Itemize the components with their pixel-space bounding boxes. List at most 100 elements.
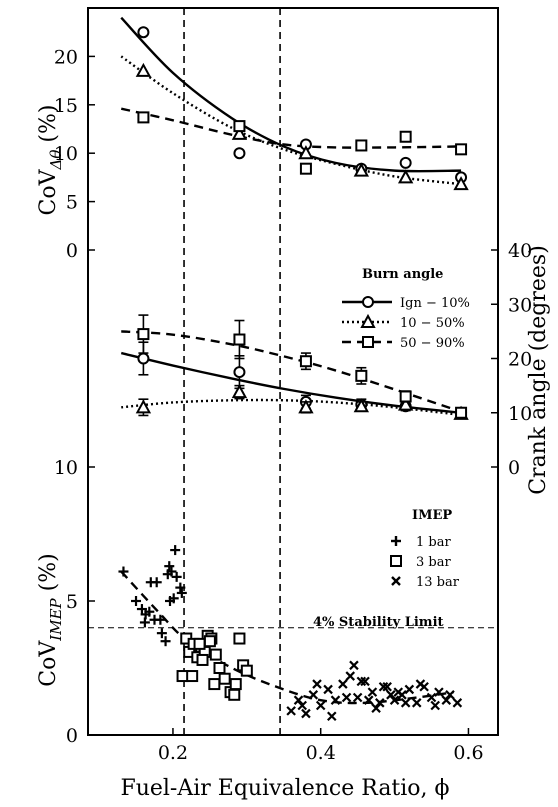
point-imep-x	[411, 698, 422, 708]
fit-curves	[120, 16, 462, 705]
point-imep-plus	[144, 606, 155, 617]
point-imep-x	[386, 690, 396, 700]
point-imep-x	[434, 687, 444, 697]
legend-marker-circle	[362, 296, 374, 308]
fit-imep	[120, 570, 454, 705]
legend-title-burn-angle: Burn angle	[362, 267, 443, 282]
point-imep-plus	[151, 577, 162, 588]
point-imep-plus	[156, 628, 167, 639]
top-ylabel: CoVΔθ (%)	[36, 105, 65, 216]
legend-marker-plus	[391, 536, 401, 546]
point-imep-square	[209, 648, 222, 661]
point-mid-late	[137, 328, 150, 341]
point-imep-plus	[139, 617, 150, 628]
legend-marker-x	[391, 576, 401, 586]
point-imep-plus	[170, 545, 181, 556]
point-top-mid	[231, 125, 248, 140]
y-tick-right-label: 20	[508, 349, 532, 371]
point-imep-x	[441, 695, 452, 705]
plot-border	[87, 7, 499, 736]
legend-label-ign: Ign − 10%	[400, 296, 470, 311]
point-imep-square	[193, 637, 206, 650]
point-imep-x	[415, 679, 426, 689]
stability-limit-label: 4% Stability Limit	[313, 615, 444, 630]
point-top-ign	[233, 147, 246, 160]
y-tick-label: 5	[66, 591, 78, 613]
legend-title-imep: IMEP	[412, 508, 452, 523]
point-imep-x	[367, 687, 378, 697]
point-top-mid	[135, 62, 152, 77]
svg-text:CoVIMEP (%): CoVIMEP (%)	[36, 553, 65, 686]
point-top-late	[137, 111, 150, 124]
svg-text:CoVΔθ (%): CoVΔθ (%)	[36, 105, 65, 216]
point-imep-x	[371, 703, 381, 713]
y-tick-right-label: 30	[508, 294, 532, 316]
point-imep-x	[286, 706, 296, 716]
point-imep-x	[404, 684, 415, 695]
point-mid-late	[455, 406, 468, 419]
point-mid-ign	[137, 352, 150, 365]
axis-ticks: 0.2 0.4 0.6 0 5 10 15 20 0 10 20 30 40 0 5 10	[54, 46, 532, 764]
point-top-ign	[137, 26, 150, 39]
bottom-ylabel-unit: (%)	[36, 553, 61, 591]
bottom-ylabel-main: CoV	[36, 640, 61, 687]
point-mid-ign	[233, 366, 246, 379]
fit-top-late	[120, 107, 462, 149]
point-top-late	[399, 130, 412, 143]
point-imep-x	[315, 700, 326, 711]
point-imep-x	[301, 708, 311, 719]
legend-label-mid: 10 − 50%	[400, 316, 465, 331]
point-mid-late	[355, 369, 368, 382]
point-imep-x	[345, 671, 356, 681]
point-top-mid	[298, 145, 314, 160]
point-imep-plus	[171, 571, 182, 582]
point-imep-square	[208, 678, 221, 691]
data-markers	[118, 26, 469, 722]
point-imep-square	[240, 664, 253, 677]
point-top-late	[299, 162, 312, 175]
point-top-late	[355, 139, 368, 152]
point-imep-x	[349, 660, 359, 671]
y-tick-label: 0	[66, 240, 78, 262]
point-imep-x	[382, 681, 392, 692]
point-imep-x	[312, 679, 322, 689]
y-tick-label: 5	[66, 192, 78, 214]
point-imep-plus	[164, 561, 175, 572]
point-imep-x	[356, 676, 367, 687]
point-imep-x	[389, 695, 400, 705]
point-imep-plus	[176, 587, 187, 598]
x-tick-label: 0.4	[306, 742, 336, 764]
point-imep-square	[213, 662, 226, 674]
legend-label-13bar: 13 bar	[416, 575, 460, 590]
point-top-mid	[453, 176, 469, 191]
fit-top-ign	[120, 16, 462, 173]
point-imep-square	[218, 672, 231, 685]
point-imep-x	[363, 695, 374, 705]
right-ylabel: Crank angle (degrees)	[526, 245, 551, 495]
point-imep-square	[229, 678, 242, 691]
point-imep-x	[352, 692, 363, 703]
point-imep-plus	[136, 604, 147, 615]
point-imep-plus	[162, 569, 173, 580]
point-mid-mid	[298, 399, 314, 414]
fit-mid-mid	[121, 398, 462, 417]
bottom-ylabel: CoVIMEP (%)	[36, 553, 65, 686]
y-tick-right-label: 40	[508, 240, 532, 262]
y-tick-label: 10	[54, 143, 78, 165]
point-imep-square	[228, 688, 241, 701]
point-imep-x	[452, 698, 463, 708]
axes-frame	[87, 7, 499, 736]
fit-mid-ign	[120, 351, 462, 414]
point-mid-mid	[135, 399, 152, 414]
point-mid-late	[399, 390, 412, 403]
reference-lines	[88, 8, 498, 735]
point-imep-plus	[131, 596, 142, 606]
point-imep-square	[176, 670, 189, 683]
legend-marker-square	[362, 336, 374, 348]
point-top-late	[233, 120, 246, 133]
point-imep-x	[360, 676, 370, 687]
point-mid-mid	[353, 398, 370, 413]
imep-legend: IMEP 1 bar 3 bar 13 bar	[390, 508, 460, 590]
point-top-mid	[397, 169, 414, 184]
bottom-ylabel-sub: IMEP	[47, 597, 65, 641]
